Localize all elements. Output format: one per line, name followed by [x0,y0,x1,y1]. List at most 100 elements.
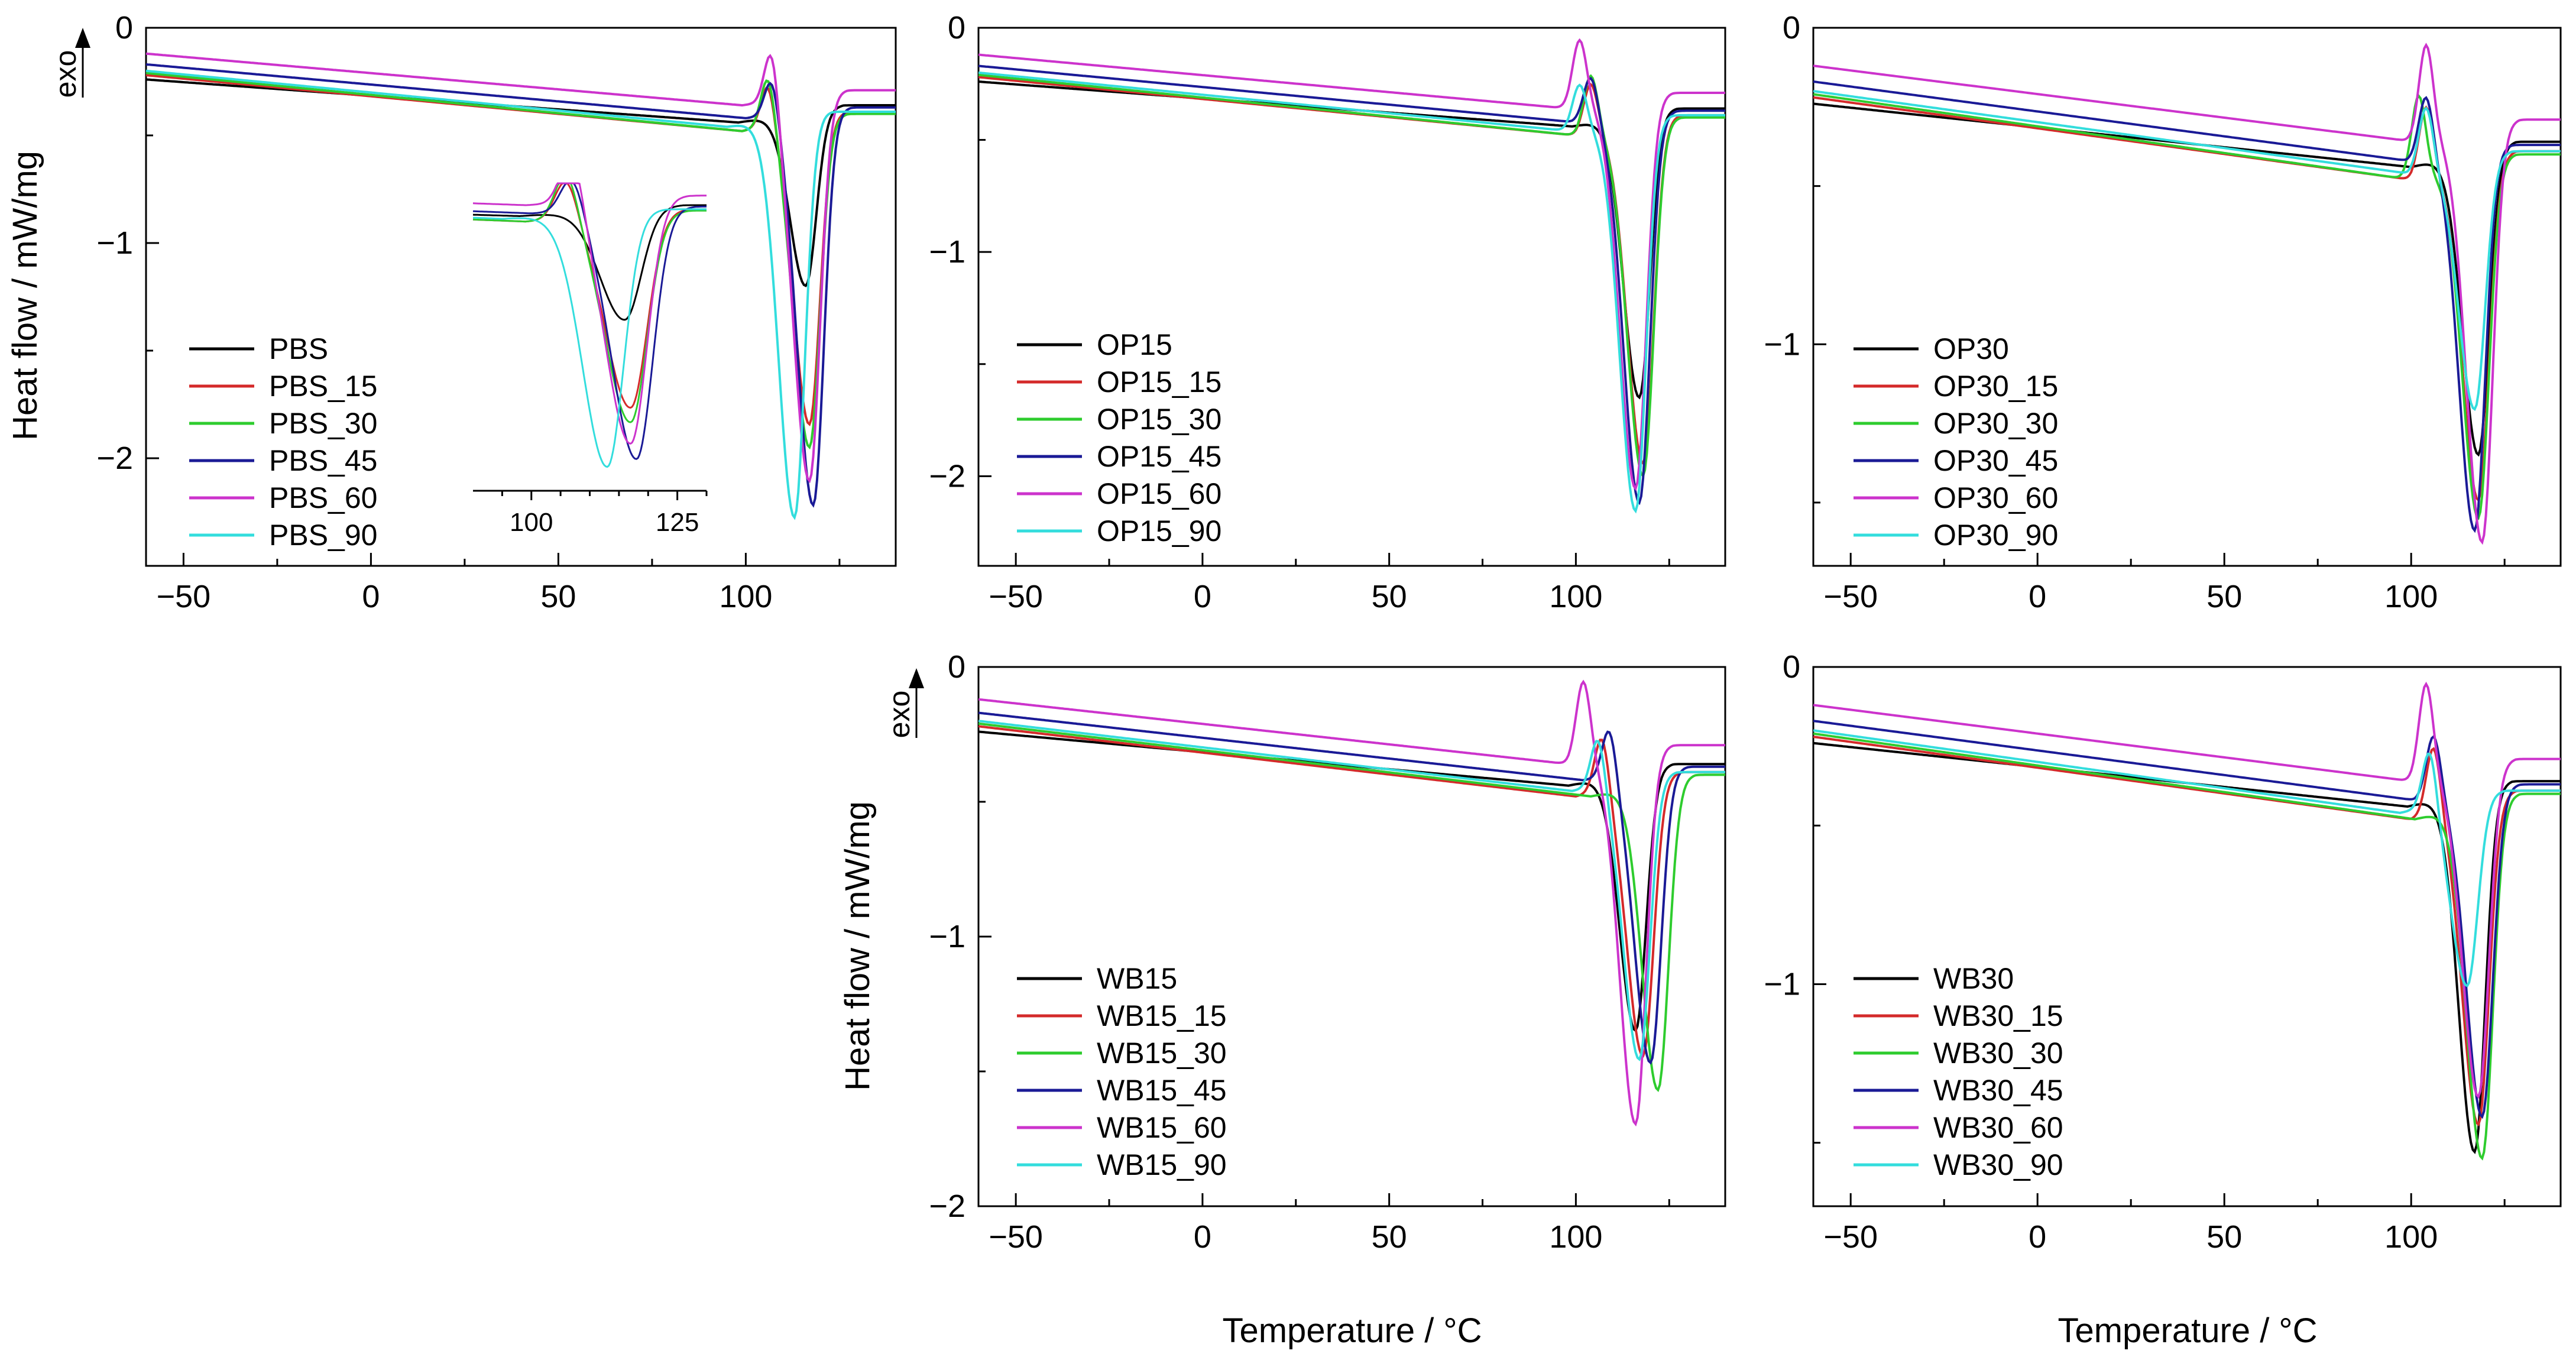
x-tick-label: −50 [157,579,211,614]
y-tick-label: −1 [1764,966,1800,1002]
legend-label: WB30 [1933,962,2014,995]
plot-frame [1812,27,2562,567]
y-tick-label: 0 [1783,649,1800,685]
legend-label: WB15_60 [1097,1111,1227,1144]
series-line-op30-90 [1813,90,2561,412]
x-tick-label: 50 [2206,1219,2242,1255]
series-line-pbs-30 [145,72,896,450]
x-tick-label: 50 [1372,579,1407,614]
x-tick-label: 0 [2029,1219,2046,1255]
x-tick-label: −50 [1823,1219,1878,1255]
legend-label: WB30_90 [1933,1148,2063,1181]
series-line-pbs-90 [145,69,896,520]
legend-label: OP15 [1097,328,1172,361]
exo-arrow-icon [909,668,924,688]
series-line-op30 [1813,102,2561,457]
exo-arrow-icon [75,28,90,48]
plot-frame [145,27,897,567]
series-line-pbs-15 [145,74,896,427]
inset-x-tick-label: 125 [656,508,699,537]
series-line-wb30-90 [1813,729,2561,987]
series-line-wb15-30 [978,722,1725,1092]
legend-label: WB30_45 [1933,1074,2063,1107]
series-line-wb15-60 [978,679,1725,1127]
inset-x-tick-label: 100 [510,508,553,537]
x-tick-label: 0 [1194,1219,1211,1255]
legend-label: OP30_45 [1933,444,2058,477]
y-axis-title: Heat flow / mW/mg [838,801,877,1091]
y-tick-label: 0 [1783,10,1800,46]
legend-label: WB15_90 [1097,1148,1227,1181]
x-axis-title: Temperature / °C [1222,1311,1482,1350]
legend-label: WB30_60 [1933,1111,2063,1144]
x-tick-label: −50 [989,579,1043,614]
y-tick-label: −2 [929,458,965,494]
panel-op15: −50 0 50 100−2−10OP15OP15_15OP15_30OP15_45O… [929,10,1726,614]
legend-label: OP15_45 [1097,440,1221,473]
x-tick-label: 100 [2384,1219,2438,1255]
series-line-op30-60 [1813,43,2561,545]
y-tick-label: −1 [929,234,965,270]
x-tick-label: 0 [362,579,380,614]
y-tick-label: −1 [1764,326,1800,362]
legend-label: OP30 [1933,332,2009,365]
x-tick-label: 100 [2384,579,2438,614]
x-tick-label: −50 [989,1219,1043,1255]
inset-plot: 100 125 [472,182,708,537]
legend-label: OP15_30 [1097,403,1221,436]
y-tick-label: 0 [948,10,965,46]
legend-label: PBS_60 [269,481,377,514]
x-tick-label: 50 [540,579,576,614]
legend-label: OP15_15 [1097,365,1221,399]
inset-series-line [472,182,707,460]
y-tick-label: 0 [948,649,965,685]
x-tick-label: 100 [1549,579,1602,614]
series-line-wb30-15 [1813,736,2561,1127]
panel-op30: −50 0 50 100−10OP30OP30_15OP30_30OP30_45OP3… [1764,10,2562,614]
x-axis-title: Temperature / °C [2057,1311,2317,1350]
series-line-op30-30 [1813,93,2561,520]
legend-label: OP30_60 [1933,481,2058,514]
series-line-pbs-45 [145,63,896,508]
y-tick-label: −2 [929,1188,965,1224]
y-axis-title: Heat flow / mW/mg [6,151,44,441]
legend: OP30 OP30_15 OP30_30 OP30_45 OP30_60 OP30_90 [1854,332,2058,552]
legend-label: WB15_45 [1097,1074,1227,1107]
x-tick-label: 50 [2206,579,2242,614]
legend-label: PBS_45 [269,444,377,477]
plot-frame [977,27,1726,567]
series-line-pbs-60 [145,52,896,484]
legend-label: OP30_30 [1933,407,2058,440]
legend-label: WB30_15 [1933,999,2063,1032]
y-tick-label: −1 [929,919,965,954]
x-tick-label: 50 [1372,1219,1407,1255]
exo-label: exo [49,50,82,98]
series-line-op15-90 [978,71,1725,514]
legend: WB30 WB30_15 WB30_30 WB30_45 WB30_60 WB30_90 [1854,962,2063,1181]
series-line-wb30-45 [1813,720,2561,1119]
legend: WB15 WB15_15 WB15_30 WB15_45 WB15_60 WB15_90 [1017,962,1227,1181]
series-line-wb30 [1813,741,2561,1154]
inset-series-line [472,182,707,409]
legend-label: OP15_60 [1097,477,1221,510]
panel-wb15: −50 0 50 100−2−10WB15WB15_15WB15_30WB15_45W… [838,649,1726,1350]
series-line-wb15-90 [978,720,1725,1061]
x-tick-label: 100 [719,579,772,614]
plot-frame [1812,666,2562,1207]
series-line-op30-15 [1813,96,2561,503]
series-line-op15-45 [978,64,1725,506]
panel-pbs: −50 0 50 100 −2 −1 0 PBS PBS_15 PBS_30 PBS_45 PBS_6… [6,10,897,614]
x-tick-label: 100 [1549,1219,1602,1255]
legend-label: PBS_90 [269,519,377,552]
legend-label: PBS_15 [269,370,377,403]
panel-wb30: −50 0 50 100−10WB30WB30_15WB30_30WB30_45WB3… [1764,649,2562,1350]
legend-label: WB15_30 [1097,1037,1227,1070]
y-tick-label: 0 [115,10,133,46]
legend-label: WB30_30 [1933,1037,2063,1070]
inset-series-line [472,182,707,445]
series-line-wb30-60 [1813,681,2561,1099]
series-line-wb30-30 [1813,732,2561,1161]
legend-label: PBS_30 [269,407,377,440]
legend-label: PBS [269,332,328,365]
